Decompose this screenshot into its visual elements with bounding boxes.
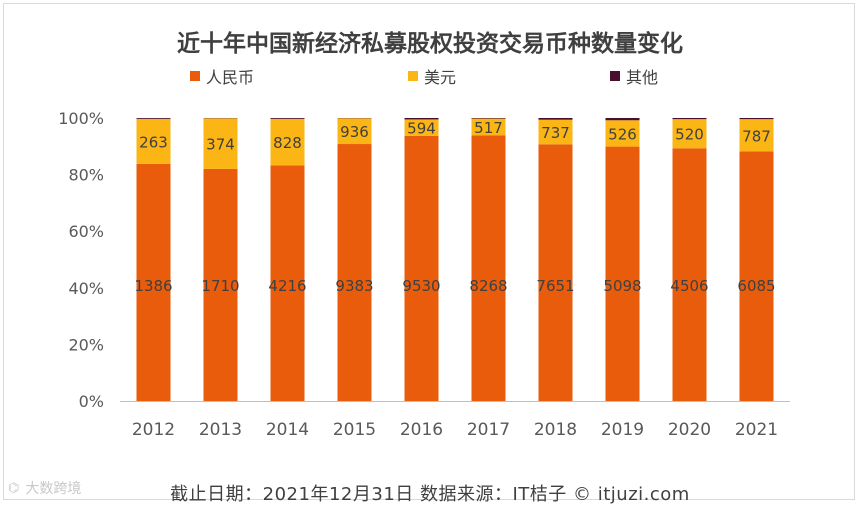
- footer-source: 截止日期：2021年12月31日 数据来源：IT桔子 © itjuzi.com: [0, 480, 860, 506]
- data-label-usd: 526: [608, 125, 637, 143]
- data-label-rmb: 1386: [134, 277, 172, 295]
- bar-segment-other: [606, 118, 640, 120]
- x-tick-label: 2016: [400, 420, 443, 440]
- bar-segment-rmb: [606, 147, 640, 401]
- data-label-rmb: 9530: [402, 277, 440, 295]
- bar-segment-rmb: [472, 135, 506, 401]
- data-label-rmb: 1710: [201, 277, 239, 295]
- y-tick-label: 20%: [68, 335, 104, 354]
- x-tick-label: 2017: [467, 420, 510, 440]
- bar-segment-rmb: [539, 144, 573, 401]
- x-tick-label: 2020: [668, 420, 711, 440]
- bar-segment-rmb: [673, 148, 707, 401]
- bar-segment-other: [673, 118, 707, 119]
- y-tick-label: 0%: [79, 392, 104, 411]
- bar-segment-other: [539, 118, 573, 120]
- y-tick-label: 100%: [58, 109, 104, 128]
- bar-segment-other: [405, 118, 439, 119]
- chart-plot: 0% 20% 40% 60% 80% 100% 1386 263 2012 1710 374 2013…: [0, 0, 860, 470]
- x-tick-label: 2013: [199, 420, 242, 440]
- data-label-usd: 787: [742, 127, 771, 145]
- x-tick-label: 2018: [534, 420, 577, 440]
- y-tick-label: 60%: [68, 222, 104, 241]
- data-label-usd: 517: [474, 119, 503, 137]
- y-tick-label: 40%: [68, 279, 104, 298]
- data-label-rmb: 4216: [268, 277, 306, 295]
- bar-segment-other: [137, 118, 171, 119]
- data-label-usd: 594: [407, 120, 436, 138]
- bar-segment-rmb: [338, 144, 372, 401]
- data-label-usd: 737: [541, 124, 570, 142]
- x-tick-label: 2015: [333, 420, 376, 440]
- data-label-usd: 936: [340, 123, 369, 141]
- bar-segment-other: [271, 118, 305, 119]
- data-label-rmb: 4506: [670, 277, 708, 295]
- data-label-rmb: 7651: [536, 277, 574, 295]
- x-tick-label: 2014: [266, 420, 309, 440]
- x-tick-label: 2019: [601, 420, 644, 440]
- x-tick-label: 2021: [735, 420, 778, 440]
- data-label-rmb: 8268: [469, 277, 507, 295]
- data-label-rmb: 6085: [737, 277, 775, 295]
- data-label-rmb: 5098: [603, 277, 641, 295]
- data-label-usd: 828: [273, 134, 302, 152]
- bar-segment-other: [740, 118, 774, 119]
- data-label-usd: 263: [139, 133, 168, 151]
- data-label-usd: 374: [206, 136, 235, 154]
- bar-segment-other: [472, 118, 506, 119]
- y-tick-label: 80%: [68, 166, 104, 185]
- bar-segment-rmb: [405, 136, 439, 401]
- x-tick-label: 2012: [132, 420, 175, 440]
- data-label-rmb: 9383: [335, 277, 373, 295]
- data-label-usd: 520: [675, 126, 704, 144]
